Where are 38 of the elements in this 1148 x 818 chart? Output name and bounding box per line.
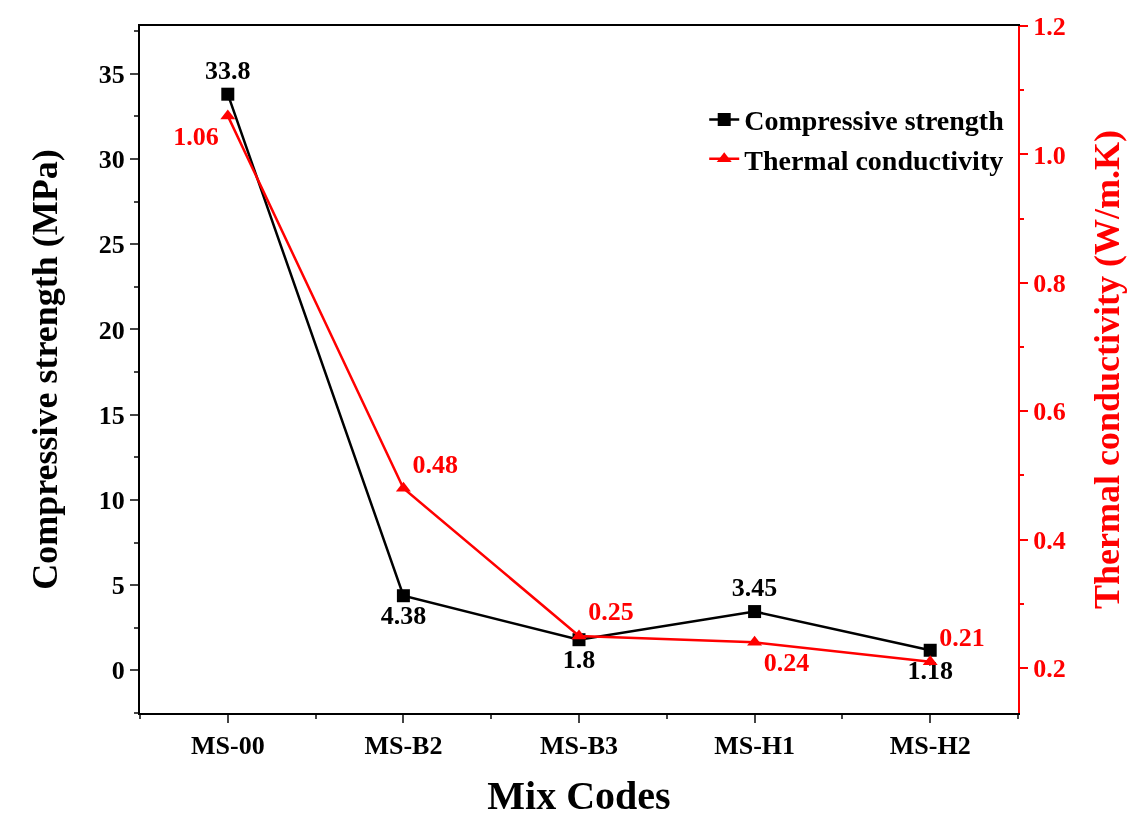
x-tick-label: MS-B3 xyxy=(540,731,618,761)
y2-tick-label: 0.2 xyxy=(1033,654,1066,684)
y2-tick-label: 0.8 xyxy=(1033,268,1066,298)
y2-axis-title: Thermal conductivity (W/m.K) xyxy=(1087,130,1127,609)
y-tick-label: 20 xyxy=(98,315,125,345)
point xyxy=(748,605,762,619)
x-tick-label: MS-00 xyxy=(190,731,265,761)
legend-label: Thermal conductivity xyxy=(744,144,1004,176)
data-label: 4.38 xyxy=(380,601,427,631)
data-label: 33.8 xyxy=(205,55,251,85)
y-tick-label: 25 xyxy=(98,230,125,260)
data-label: 1.06 xyxy=(173,121,219,151)
y2-tick-label: 0.4 xyxy=(1033,525,1066,555)
data-label: 3.45 xyxy=(731,572,778,602)
data-label: 0.48 xyxy=(412,449,459,479)
y-tick-label: 10 xyxy=(98,486,125,516)
legend-label: Compressive strength xyxy=(744,105,1005,137)
x-axis-title: Mix Codes xyxy=(487,773,671,818)
data-label: 1.18 xyxy=(907,655,953,685)
point xyxy=(396,589,410,603)
y-tick-label: 30 xyxy=(98,145,125,175)
x-tick-label: MS-H2 xyxy=(889,731,971,761)
y2-tick-label: 0.6 xyxy=(1033,397,1066,427)
point xyxy=(221,87,235,101)
y2-tick-label: 1.0 xyxy=(1033,140,1066,170)
data-label: 0.24 xyxy=(763,647,810,677)
y-tick-label: 5 xyxy=(111,571,125,601)
y-tick-label: 15 xyxy=(98,400,125,430)
y-tick-label: 0 xyxy=(111,656,125,686)
data-label: 0.21 xyxy=(939,623,985,653)
y2-tick-label: 1.2 xyxy=(1033,12,1066,42)
x-tick-label: MS-B2 xyxy=(364,731,443,761)
y-tick-label: 35 xyxy=(98,59,125,89)
x-tick-label: MS-H1 xyxy=(714,731,796,761)
point xyxy=(923,643,937,657)
data-label: 1.8 xyxy=(562,645,596,675)
y-axis-title: Compressive strength (MPa) xyxy=(25,149,65,590)
data-label: 0.25 xyxy=(588,597,634,627)
